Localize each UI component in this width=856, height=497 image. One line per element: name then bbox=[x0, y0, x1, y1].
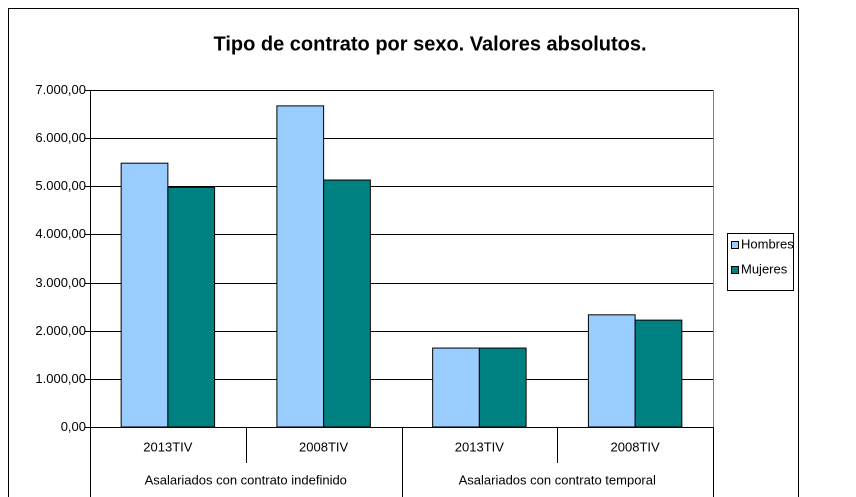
bar bbox=[323, 179, 371, 428]
y-tick-label: 3.000,00 bbox=[35, 275, 86, 290]
group-label: Asalariados con contrato temporal bbox=[459, 472, 656, 487]
chart-title: Tipo de contrato por sexo. Valores absol… bbox=[213, 33, 646, 55]
legend-label: Hombres bbox=[741, 236, 794, 251]
y-tick-label: 7.000,00 bbox=[35, 82, 86, 97]
legend-label: Mujeres bbox=[741, 261, 788, 276]
bar bbox=[120, 162, 169, 428]
bar bbox=[167, 186, 216, 428]
y-tick-label: 6.000,00 bbox=[35, 130, 86, 145]
bar bbox=[276, 105, 325, 428]
x-tick-label: 2008TIV bbox=[611, 439, 660, 454]
legend-swatch bbox=[731, 266, 739, 274]
x-tick-label: 2008TIV bbox=[299, 439, 348, 454]
y-tick-label: 0,00 bbox=[61, 419, 86, 434]
legend-swatch bbox=[731, 241, 739, 249]
bar bbox=[432, 347, 480, 428]
chart-frame bbox=[8, 8, 799, 497]
y-tick-label: 5.000,00 bbox=[35, 178, 86, 193]
x-tick-label: 2013TIV bbox=[455, 439, 504, 454]
group-label: Asalariados con contrato indefinido bbox=[145, 472, 347, 487]
bar bbox=[634, 319, 683, 428]
bar bbox=[587, 314, 636, 428]
bar bbox=[478, 347, 527, 428]
x-tick-label: 2013TIV bbox=[143, 439, 192, 454]
y-tick-label: 4.000,00 bbox=[35, 226, 86, 241]
y-tick-label: 2.000,00 bbox=[35, 323, 86, 338]
y-tick-label: 1.000,00 bbox=[35, 371, 86, 386]
